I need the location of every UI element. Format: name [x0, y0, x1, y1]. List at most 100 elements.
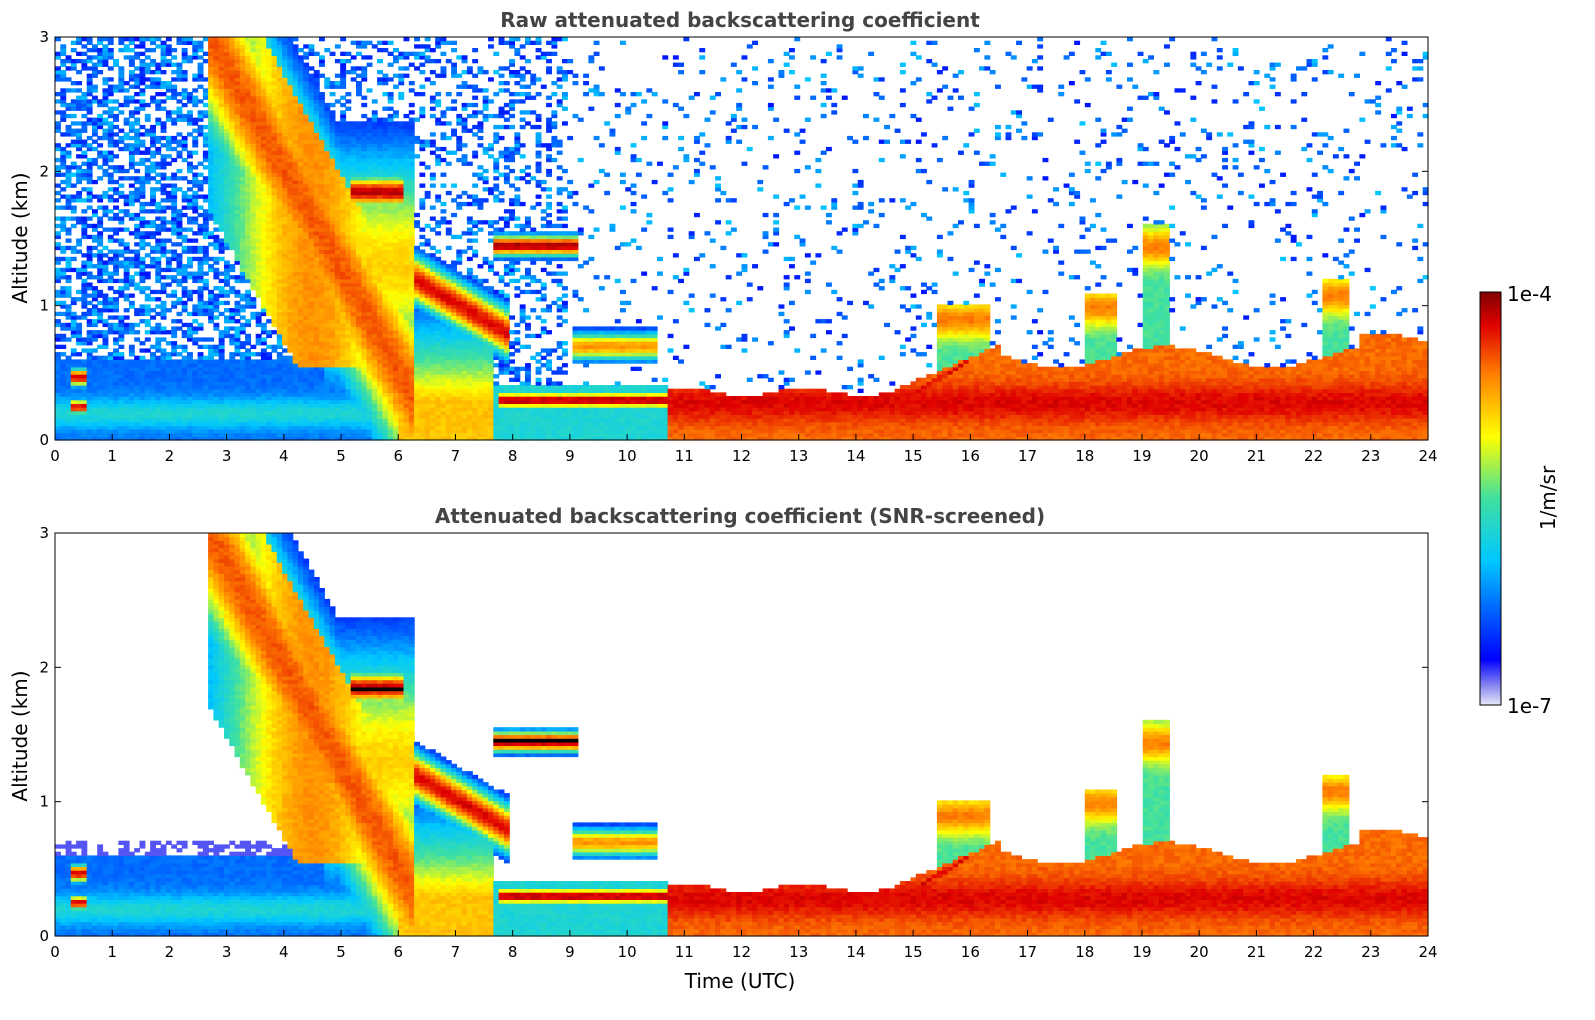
- heatmap-cell: [55, 334, 61, 338]
- heatmap-cell: [198, 286, 204, 290]
- heatmap-cell: [240, 81, 246, 85]
- heatmap-cell: [203, 151, 209, 155]
- heatmap-cell: [277, 37, 283, 41]
- heatmap-cell: [113, 359, 119, 363]
- heatmap-cell: [309, 118, 315, 122]
- heatmap-cell: [166, 308, 172, 312]
- heatmap-cell: [55, 290, 61, 294]
- panel-raw-title: Raw attenuated backscattering coefficien…: [500, 8, 980, 32]
- heatmap-cell: [287, 228, 293, 232]
- heatmap-cell: [187, 250, 193, 254]
- heatmap-cell: [277, 81, 283, 85]
- heatmap-cell: [145, 85, 151, 89]
- heatmap-cell: [351, 359, 357, 363]
- heatmap-cell: [356, 88, 362, 92]
- heatmap-cell: [250, 129, 256, 133]
- heatmap-cell: [240, 110, 246, 114]
- heatmap-cell: [356, 294, 362, 298]
- heatmap-cell: [293, 429, 299, 433]
- heatmap-cell: [319, 334, 325, 338]
- heatmap-cell: [293, 272, 299, 276]
- heatmap-cell: [356, 147, 362, 151]
- heatmap-cell: [161, 411, 167, 415]
- heatmap-cell: [340, 370, 346, 374]
- heatmap-cell: [261, 337, 267, 341]
- heatmap-cell: [129, 389, 135, 393]
- heatmap-cell: [287, 359, 293, 363]
- heatmap-cell: [256, 250, 262, 254]
- heatmap-cell: [198, 257, 204, 261]
- heatmap-cell: [108, 392, 114, 396]
- heatmap-cell: [92, 209, 98, 213]
- heatmap-cell: [145, 403, 151, 407]
- heatmap-cell: [224, 228, 230, 232]
- heatmap-cell: [245, 140, 251, 144]
- heatmap-cell: [140, 77, 146, 81]
- heatmap-cell: [213, 294, 219, 298]
- heatmap-cell: [134, 81, 140, 85]
- heatmap-cell: [335, 334, 341, 338]
- heatmap-cell: [55, 359, 61, 363]
- heatmap-cell: [240, 389, 246, 393]
- heatmap-cell: [356, 213, 362, 217]
- heatmap-cell: [155, 202, 161, 206]
- heatmap-cell: [277, 92, 283, 96]
- heatmap-cell: [118, 140, 124, 144]
- heatmap-cell: [250, 81, 256, 85]
- heatmap-cell: [245, 253, 251, 257]
- heatmap-cell: [145, 414, 151, 418]
- heatmap-cell: [261, 359, 267, 363]
- heatmap-cell: [192, 41, 198, 45]
- heatmap-cell: [213, 198, 219, 202]
- heatmap-cell: [250, 88, 256, 92]
- heatmap-cell: [182, 136, 188, 140]
- heatmap-cell: [87, 374, 93, 378]
- heatmap-cell: [367, 389, 373, 393]
- heatmap-cell: [330, 129, 336, 133]
- heatmap-cell: [219, 312, 225, 316]
- heatmap-cell: [182, 422, 188, 426]
- heatmap-cell: [287, 147, 293, 151]
- heatmap-cell: [124, 389, 130, 393]
- heatmap-cell: [351, 279, 357, 283]
- heatmap-cell: [287, 392, 293, 396]
- heatmap-cell: [293, 374, 299, 378]
- heatmap-cell: [324, 323, 330, 327]
- heatmap-cell: [272, 433, 278, 437]
- heatmap-cell: [229, 209, 235, 213]
- heatmap-cell: [287, 294, 293, 298]
- heatmap-cell: [240, 392, 246, 396]
- heatmap-cell: [219, 52, 225, 56]
- heatmap-cell: [229, 319, 235, 323]
- heatmap-cell: [303, 44, 309, 48]
- heatmap-cell: [108, 374, 114, 378]
- heatmap-cell: [140, 132, 146, 136]
- heatmap-cell: [118, 334, 124, 338]
- heatmap-cell: [324, 381, 330, 385]
- heatmap-cell: [293, 180, 299, 184]
- heatmap-cell: [97, 319, 103, 323]
- heatmap-cell: [356, 253, 362, 257]
- heatmap-cell: [224, 359, 230, 363]
- heatmap-cell: [293, 118, 299, 122]
- heatmap-cell: [182, 213, 188, 217]
- heatmap-cell: [171, 88, 177, 92]
- heatmap-cell: [335, 370, 341, 374]
- heatmap-cell: [108, 286, 114, 290]
- heatmap-cell: [261, 162, 267, 166]
- heatmap-cell: [203, 411, 209, 415]
- heatmap-cell: [71, 59, 77, 63]
- heatmap-cell: [245, 392, 251, 396]
- heatmap-cell: [324, 184, 330, 188]
- heatmap-cell: [256, 48, 262, 52]
- heatmap-cell: [97, 363, 103, 367]
- heatmap-cell: [92, 85, 98, 89]
- heatmap-cell: [60, 414, 66, 418]
- heatmap-cell: [187, 411, 193, 415]
- heatmap-cell: [208, 151, 214, 155]
- heatmap-cell: [361, 359, 367, 363]
- heatmap-cell: [256, 294, 262, 298]
- heatmap-cell: [287, 253, 293, 257]
- heatmap-cell: [287, 239, 293, 243]
- heatmap-cell: [303, 184, 309, 188]
